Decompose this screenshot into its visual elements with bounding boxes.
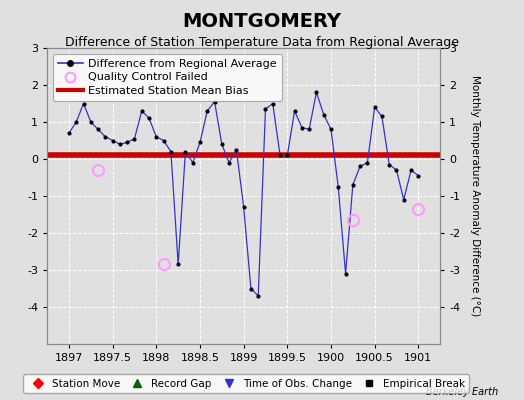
- Text: Difference of Station Temperature Data from Regional Average: Difference of Station Temperature Data f…: [65, 36, 459, 49]
- Y-axis label: Monthly Temperature Anomaly Difference (°C): Monthly Temperature Anomaly Difference (…: [470, 75, 480, 317]
- Text: MONTGOMERY: MONTGOMERY: [182, 12, 342, 31]
- Text: Berkeley Earth: Berkeley Earth: [425, 387, 498, 397]
- Legend: Difference from Regional Average, Quality Control Failed, Estimated Station Mean: Difference from Regional Average, Qualit…: [53, 54, 282, 101]
- Legend: Station Move, Record Gap, Time of Obs. Change, Empirical Break: Station Move, Record Gap, Time of Obs. C…: [24, 374, 469, 393]
